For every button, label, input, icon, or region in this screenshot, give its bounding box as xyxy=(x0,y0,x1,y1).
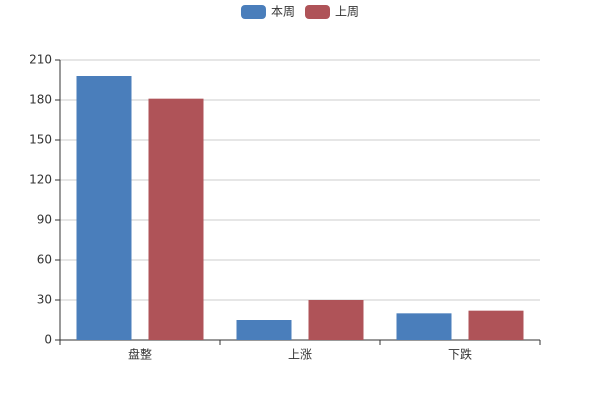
y-tick-label: 90 xyxy=(37,213,52,227)
y-tick-label: 180 xyxy=(29,93,52,107)
y-tick-label: 120 xyxy=(29,173,52,187)
bar xyxy=(308,300,364,340)
legend-icon[interactable] xyxy=(305,5,330,19)
x-tick-label: 盘整 xyxy=(128,347,152,362)
x-tick-label: 下跌 xyxy=(448,347,472,362)
y-tick-label: 0 xyxy=(44,333,52,347)
bar xyxy=(396,313,452,340)
y-tick-label: 60 xyxy=(37,253,52,267)
bar xyxy=(236,320,292,340)
bar xyxy=(76,76,132,340)
legend-label: 上周 xyxy=(335,5,359,19)
y-tick-label: 30 xyxy=(37,293,52,307)
bar xyxy=(468,310,524,340)
x-tick-label: 上涨 xyxy=(288,347,312,362)
legend-label: 本周 xyxy=(271,5,295,19)
y-tick-label: 150 xyxy=(29,133,52,147)
y-tick-label: 210 xyxy=(29,53,52,67)
bar xyxy=(148,98,204,341)
legend-icon[interactable] xyxy=(240,5,266,19)
